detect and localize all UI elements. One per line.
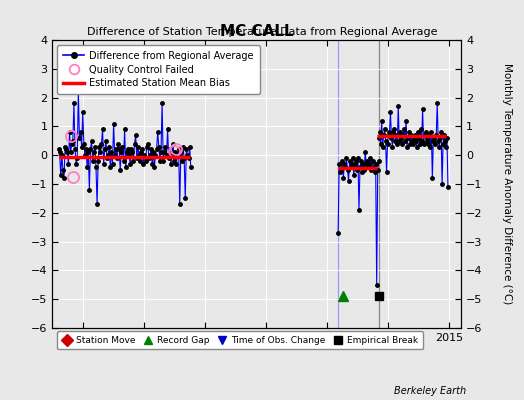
Legend: Difference from Regional Average, Quality Control Failed, Estimated Station Mean: Difference from Regional Average, Qualit… xyxy=(57,45,260,94)
Y-axis label: Monthly Temperature Anomaly Difference (°C): Monthly Temperature Anomaly Difference (… xyxy=(502,63,512,305)
Title: MC CALL: MC CALL xyxy=(220,24,293,39)
Legend: Station Move, Record Gap, Time of Obs. Change, Empirical Break: Station Move, Record Gap, Time of Obs. C… xyxy=(57,332,423,350)
Text: Difference of Station Temperature Data from Regional Average: Difference of Station Temperature Data f… xyxy=(87,27,437,37)
Text: Berkeley Earth: Berkeley Earth xyxy=(394,386,466,396)
